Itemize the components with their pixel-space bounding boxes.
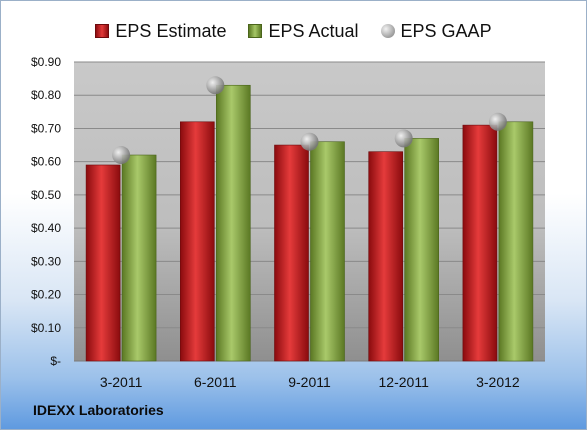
y-tick-label: $-: [50, 354, 61, 368]
y-tick-label: $0.30: [31, 254, 61, 268]
marker-eps-gaap: [112, 146, 131, 165]
x-tick-label: 6-2011: [194, 374, 237, 390]
y-tick-label: $0.40: [31, 221, 61, 235]
x-tick-label: 3-2012: [476, 374, 520, 390]
legend-label-estimate: EPS Estimate: [115, 20, 227, 41]
x-tick-label: 12-2011: [379, 374, 430, 390]
x-axis-tick-labels: 3-2011 6-2011 9-2011 12-2011 3-2012: [100, 374, 520, 390]
marker-eps-gaap: [394, 129, 413, 148]
bar-eps-estimate: [462, 124, 498, 362]
x-tick-label: 3-2011: [100, 374, 143, 390]
y-axis-tick-labels: $- $0.10 $0.20 $0.30 $0.40 $0.50 $0.60 $0.70 $0.…: [31, 55, 61, 368]
legend-swatch-estimate: [95, 24, 110, 38]
bar-eps-estimate: [274, 144, 309, 362]
y-tick-label: $0.20: [31, 288, 61, 302]
legend: EPS Estimate EPS Actual EPS GAAP: [1, 19, 586, 43]
marker-eps-gaap: [488, 112, 507, 131]
bars: [85, 84, 534, 362]
legend-label-gaap: EPS GAAP: [400, 20, 492, 41]
bar-eps-actual: [216, 84, 251, 362]
legend-item-actual: EPS Actual: [248, 20, 359, 42]
y-tick-label: $0.70: [31, 121, 61, 135]
marker-eps-gaap: [300, 132, 319, 151]
gaap-markers: [112, 76, 507, 165]
bar-eps-estimate: [368, 151, 404, 362]
legend-swatch-gaap: [380, 24, 395, 38]
y-tick-label: $0.80: [31, 88, 61, 102]
y-tick-label: $0.50: [31, 188, 61, 202]
marker-eps-gaap: [206, 76, 225, 95]
bar-eps-actual: [121, 154, 157, 362]
bar-eps-actual: [404, 138, 440, 362]
bar-eps-actual: [498, 121, 534, 362]
company-caption: IDEXX Laboratories: [33, 402, 164, 418]
x-tick-label: 9-2011: [288, 374, 331, 390]
legend-item-estimate: EPS Estimate: [95, 21, 226, 42]
bar-eps-estimate: [180, 121, 215, 362]
y-tick-label: $0.60: [31, 155, 61, 169]
bar-eps-estimate: [85, 164, 121, 362]
legend-item-gaap: EPS GAAP: [380, 20, 492, 42]
y-tick-label: $0.10: [31, 321, 61, 335]
bar-eps-actual: [310, 141, 345, 362]
y-tick-label: $0.90: [31, 55, 61, 69]
legend-label-actual: EPS Actual: [268, 20, 359, 41]
legend-swatch-actual: [248, 24, 263, 38]
